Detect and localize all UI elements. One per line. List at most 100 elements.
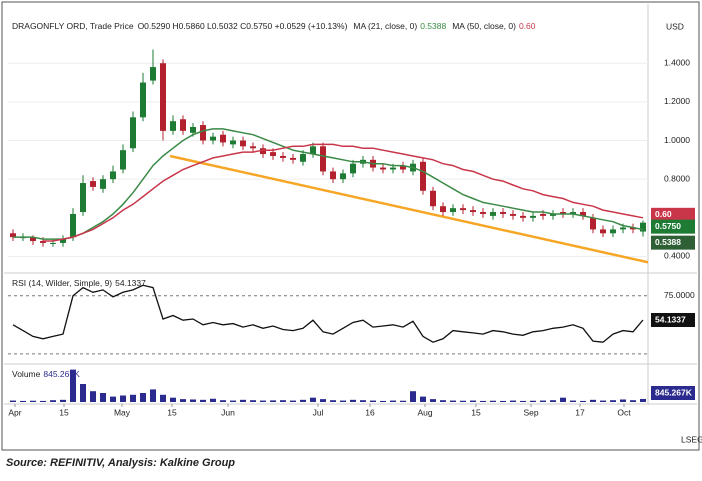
volume-bar <box>300 399 306 402</box>
x-tick-label: Oct <box>617 407 631 417</box>
candle-body <box>520 215 526 218</box>
trendline <box>169 154 649 264</box>
volume-bar <box>270 400 276 402</box>
candle-body <box>540 213 546 216</box>
volume-bar <box>510 400 516 402</box>
volume-bar <box>630 400 636 402</box>
volume-bar <box>140 393 146 402</box>
volume-bar <box>610 400 616 402</box>
candle-body <box>200 125 206 141</box>
candle-body <box>40 241 46 243</box>
volume-bar <box>330 400 336 402</box>
volume-bar <box>80 384 86 402</box>
frame <box>1 1 700 451</box>
x-tick-label: May <box>114 407 131 417</box>
volume-bar <box>500 400 506 402</box>
unit-label: USD <box>666 21 684 31</box>
price-tag <box>651 313 695 328</box>
candle-body <box>310 146 316 155</box>
volume-bar <box>550 400 556 402</box>
candle-body <box>420 161 426 191</box>
volume-bar <box>50 400 56 402</box>
candle-body <box>250 146 256 149</box>
volume-bar <box>210 398 216 402</box>
volume-bar <box>440 400 446 402</box>
volume-bar <box>110 396 116 402</box>
price-tag-label: 845.267K <box>655 387 693 397</box>
volume-bar <box>310 397 316 402</box>
candle-body <box>290 157 296 160</box>
candle-body <box>140 82 146 118</box>
volume-bar <box>150 389 156 402</box>
candle-body <box>590 217 596 230</box>
volume-bar <box>600 400 606 402</box>
candle-body <box>100 179 106 189</box>
volume-bar <box>460 400 466 402</box>
candle-body <box>70 213 76 238</box>
candle-body <box>380 167 386 170</box>
volume-bar <box>540 400 546 402</box>
volume-bar <box>100 393 106 402</box>
price-tag-label: 0.5388 <box>655 237 681 247</box>
volume-bar <box>420 396 426 402</box>
y-tick-label: 1.4000 <box>664 57 690 67</box>
candle-body <box>80 183 86 213</box>
candle-body <box>510 213 516 216</box>
volume-bar <box>620 399 626 402</box>
candle-body <box>440 206 446 213</box>
candle-body <box>150 67 156 81</box>
y-tick-label: 1.2000 <box>664 96 690 106</box>
x-tick-label: 15 <box>59 407 69 417</box>
ma-line <box>13 128 644 240</box>
volume-bar <box>160 394 166 402</box>
candle-body <box>580 212 586 216</box>
volume-bar <box>480 400 486 402</box>
candle-body <box>480 212 486 214</box>
candle-body <box>640 222 646 232</box>
candle-body <box>270 152 276 156</box>
candle-body <box>340 173 346 180</box>
volume-bar <box>400 400 406 402</box>
volume-bar <box>490 400 496 402</box>
header-ohlc: O0.5290 H0.5860 L0.5032 C0.5750 +0.0529 … <box>138 21 348 31</box>
candle-body <box>30 237 36 242</box>
candle-body <box>610 229 616 234</box>
volume-bar <box>90 391 96 402</box>
volume-title: Volume <box>12 369 41 379</box>
price-tag-label: 0.5750 <box>655 221 681 231</box>
candle-body <box>50 242 56 244</box>
candle-body <box>530 215 536 218</box>
candle-body <box>130 117 136 149</box>
rsi-title: RSI (14, Wilder, Simple, 9) <box>12 278 112 288</box>
volume-bar <box>360 400 366 402</box>
candle-body <box>60 239 66 243</box>
price-tag <box>651 219 695 234</box>
candle-body <box>210 136 216 141</box>
volume-bar <box>560 397 566 402</box>
candle-body <box>320 146 326 172</box>
ma-line <box>43 143 644 242</box>
candle-body <box>300 154 306 162</box>
volume-bar <box>470 400 476 402</box>
candle-body <box>460 208 466 211</box>
candle-body <box>230 140 236 145</box>
candle-body <box>570 212 576 214</box>
volume-bar <box>240 399 246 402</box>
candle-body <box>160 63 166 131</box>
volume-bar <box>30 400 36 402</box>
price-header: DRAGONFLY ORD, Trade Price O0.5290 H0.586… <box>12 21 536 31</box>
candle-body <box>470 210 476 213</box>
y-tick-label: 0.4000 <box>664 251 690 261</box>
volume-bar <box>200 399 206 402</box>
source-note: Source: REFINITIV, Analysis: Kalkine Gro… <box>6 457 235 469</box>
volume-bar <box>410 391 416 402</box>
legend-ma21: MA (21, close, 0) <box>353 21 417 31</box>
volume-bar <box>380 400 386 402</box>
candle-body <box>170 121 176 131</box>
candle-body <box>110 171 116 180</box>
rsi-header: RSI (14, Wilder, Simple, 9) 54.1337 <box>12 278 146 288</box>
candle-body <box>90 181 96 187</box>
x-tick-label: Jun <box>221 407 235 417</box>
volume-bar <box>180 399 186 402</box>
